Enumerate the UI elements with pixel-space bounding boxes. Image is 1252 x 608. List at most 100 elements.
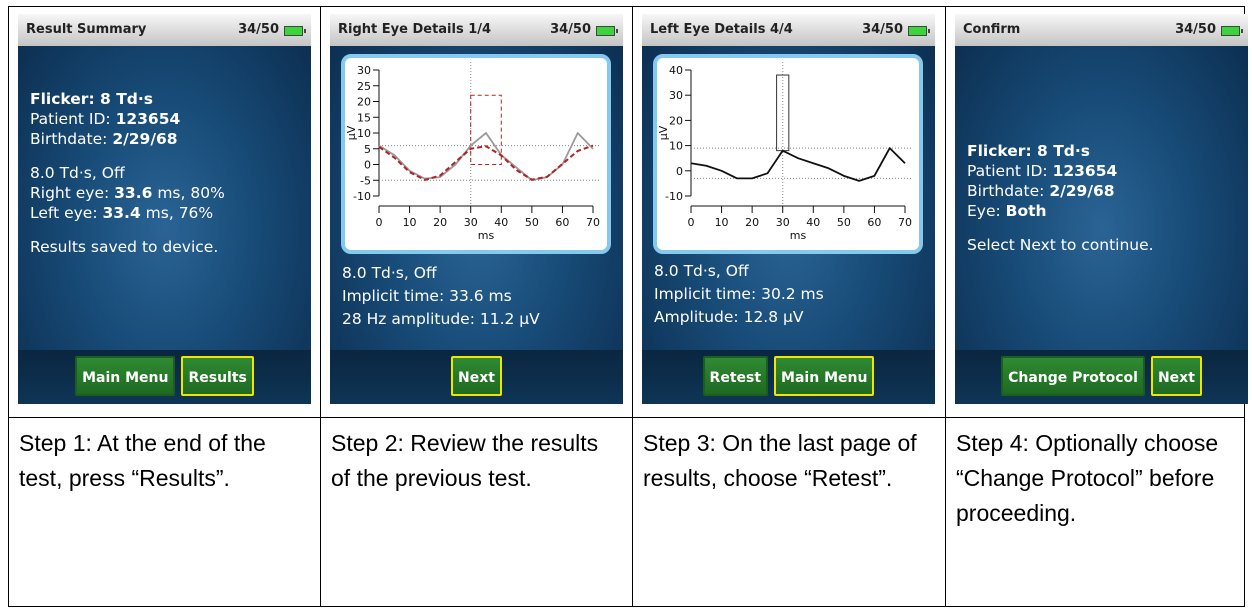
info-text: Flicker: 8 Td·s <box>30 90 154 108</box>
header-bar: Confirm 34/50 <box>955 14 1248 46</box>
button[interactable]: Main Menu <box>774 356 875 396</box>
info-line: Birthdate: 2/29/68 <box>967 182 1115 200</box>
info-text: Eye: <box>967 202 1006 220</box>
step-caption: Step 3: On the last page of results, cho… <box>643 430 917 491</box>
marker-box <box>470 94 502 166</box>
info-text: 8.0 Td·s, Off <box>654 262 749 280</box>
y-tick-label: 30 <box>357 64 371 77</box>
info-line: Select Next to continue. <box>967 236 1154 254</box>
x-tick-label: 60 <box>555 216 569 229</box>
info-line: 8.0 Td·s, Off <box>342 264 437 282</box>
info-text: Both <box>1005 202 1047 220</box>
device-screen: Confirm 34/50 Flicker: 8 Td·s Patient ID: 1… <box>955 14 1248 404</box>
header-title: Right Eye Details 1/4 <box>338 22 492 37</box>
y-tick-label: 0 <box>676 165 683 178</box>
y-tick-label: 0 <box>364 159 371 172</box>
test-count: 34/50 <box>238 22 279 37</box>
x-axis-label: ms <box>790 229 807 242</box>
button[interactable]: Results <box>181 356 254 396</box>
info-text: ms, 76% <box>140 204 214 222</box>
header-bar: Right Eye Details 1/4 34/50 <box>330 14 623 46</box>
x-tick-label: 40 <box>494 216 508 229</box>
x-tick-label: 0 <box>688 216 695 229</box>
info-text: Patient ID: <box>967 162 1053 180</box>
y-tick-label: 30 <box>669 89 683 102</box>
info-line: Right eye: 33.6 ms, 80% <box>30 184 225 202</box>
test-count: 34/50 <box>550 22 591 37</box>
device-screen: Left Eye Details 4/4 34/50 8.0 Td·s, Off Im… <box>642 14 935 404</box>
info-line: 28 Hz amplitude: 11.2 µV <box>342 310 540 328</box>
button-row: Main Menu Results <box>18 356 311 396</box>
table-border <box>8 606 1245 607</box>
chart-panel: 40 30 20 10 0 -10 0 10 20 30 40 50 60 70 ms µV <box>653 54 923 254</box>
table-border <box>8 6 1245 7</box>
info-text: ms, 80% <box>152 184 225 202</box>
info-text: Implicit time: 33.6 ms <box>342 287 512 305</box>
y-tick-label: -10 <box>353 190 371 203</box>
info-text: Birthdate: <box>30 130 113 148</box>
table-border <box>945 6 946 607</box>
button[interactable]: Next <box>451 356 502 396</box>
y-tick-label: 5 <box>364 143 371 156</box>
info-text: 2/29/68 <box>1049 182 1115 200</box>
test-count: 34/50 <box>862 22 903 37</box>
info-text: 8.0 Td·s, Off <box>342 264 437 282</box>
step-caption: Step 2: Review the results of the previo… <box>331 430 599 491</box>
info-text: Flicker: 8 Td·s <box>967 142 1091 160</box>
waveform <box>690 147 906 182</box>
info-text: Left eye: <box>30 204 103 222</box>
info-line: 8.0 Td·s, Off <box>654 262 749 280</box>
y-tick-label: -10 <box>665 190 683 203</box>
x-tick-label: 20 <box>745 216 759 229</box>
y-tick-label: 40 <box>669 64 683 77</box>
device-screen: Result Summary 34/50 Flicker: 8 Td·s Patien… <box>18 14 311 404</box>
device-screen: Right Eye Details 1/4 34/50 8.0 Td·s, Off I… <box>330 14 623 404</box>
info-line: Amplitude: 12.8 µV <box>654 308 803 326</box>
waveform <box>378 132 594 182</box>
info-text: 33.6 <box>114 184 153 202</box>
table-border <box>320 6 321 607</box>
chart-frame <box>341 54 611 254</box>
info-text: 2/29/68 <box>112 130 178 148</box>
x-tick-label: 60 <box>867 216 881 229</box>
y-tick-label: 25 <box>357 80 371 93</box>
y-tick-label: 15 <box>357 111 371 124</box>
button[interactable]: Main Menu <box>75 356 176 396</box>
y-axis-label: µV <box>345 125 358 140</box>
y-tick-label: 10 <box>357 127 371 140</box>
info-line: Birthdate: 2/29/68 <box>30 130 178 148</box>
test-count: 34/50 <box>1175 22 1216 37</box>
y-tick-label: 10 <box>669 140 683 153</box>
x-tick-label: 70 <box>586 216 600 229</box>
button[interactable]: Next <box>1150 356 1202 396</box>
button[interactable]: Change Protocol <box>1001 356 1145 396</box>
button[interactable]: Retest <box>702 356 769 396</box>
info-text: Birthdate: <box>967 182 1050 200</box>
y-tick-label: 20 <box>669 114 683 127</box>
info-text: Implicit time: 30.2 ms <box>654 285 824 303</box>
y-tick-label: -5 <box>360 174 371 187</box>
button-row: Next <box>330 356 623 396</box>
header-title: Confirm <box>963 22 1021 37</box>
battery-icon <box>908 26 930 36</box>
x-tick-label: 50 <box>525 216 539 229</box>
x-tick-label: 50 <box>837 216 851 229</box>
x-tick-label: 40 <box>806 216 820 229</box>
header-bar: Left Eye Details 4/4 34/50 <box>642 14 935 46</box>
x-tick-label: 70 <box>898 216 912 229</box>
battery-icon <box>284 26 306 36</box>
button-row: Change Protocol Next <box>955 356 1248 396</box>
info-text: Patient ID: <box>30 110 116 128</box>
info-line: Eye: Both <box>967 202 1047 220</box>
header-bar: Result Summary 34/50 <box>18 14 311 46</box>
info-line: Patient ID: 123654 <box>967 162 1117 180</box>
info-text: 28 Hz amplitude: 11.2 µV <box>342 310 540 328</box>
battery-icon <box>596 26 618 36</box>
info-line: Implicit time: 30.2 ms <box>654 285 824 303</box>
button-row: Retest Main Menu <box>642 356 935 396</box>
x-tick-label: 20 <box>433 216 447 229</box>
battery-icon <box>1221 26 1243 36</box>
info-line: 8.0 Td·s, Off <box>30 164 125 182</box>
